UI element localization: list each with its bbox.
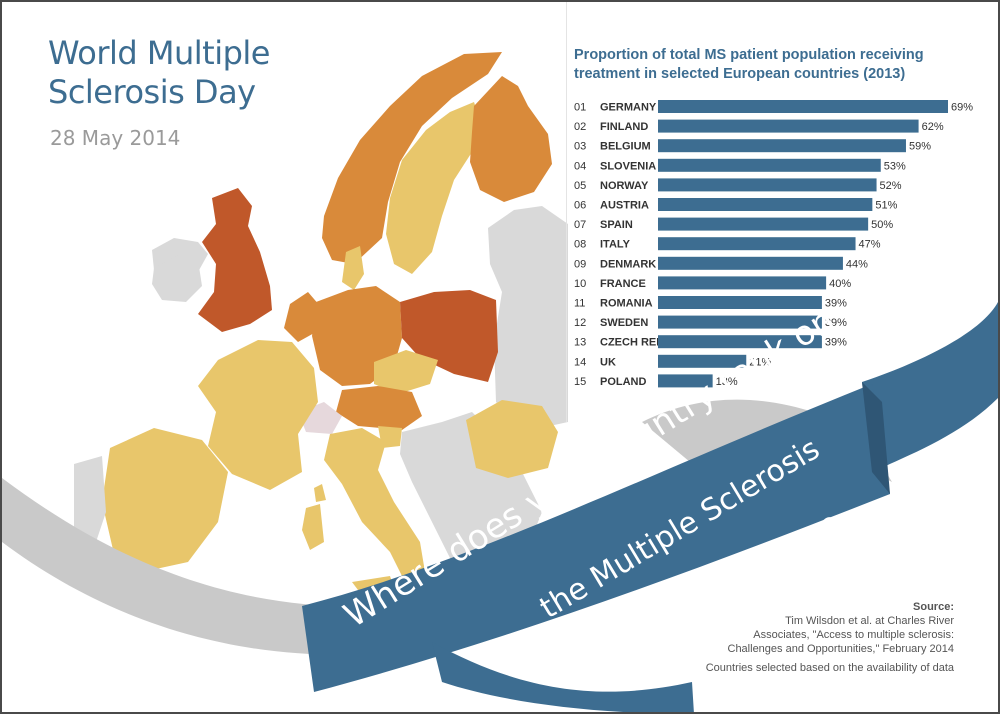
source-label: Source: [913,601,954,613]
map-benelux [284,292,320,342]
title-line-1: World Multiple [48,34,270,72]
chart-title: Proportion of total MS patient populatio… [574,46,924,84]
chart-title-line-1: Proportion of total MS patient populatio… [574,47,924,63]
map-corsica [314,484,326,502]
map-sweden [386,102,480,274]
map-spain [102,428,228,572]
map-czech [374,350,438,394]
map-sardinia [302,504,324,550]
map-slovenia [378,426,402,448]
title-line-2: Sclerosis Day [48,73,256,111]
ribbon-blue-lower [432,642,694,712]
map-ireland [152,254,202,302]
map-finland [470,76,552,202]
source-line-3: Challenges and Opportunities," February … [727,643,955,655]
country-shapes [74,52,568,598]
map-austria [336,386,422,430]
map-east [488,206,568,432]
panel-divider [566,2,567,422]
ribbon-grey-band [2,478,382,655]
source-note: Source: Tim Wilsdon et al. at Charles Ri… [634,600,954,675]
event-date: 28 May 2014 [50,126,181,150]
map-italy [324,428,426,584]
map-denmark [342,246,364,290]
map-romania [466,400,558,478]
source-line-2: Associates, "Access to multiple sclerosi… [753,629,954,641]
map-france [198,340,318,490]
ribbon-shadow [862,382,890,494]
chart-title-line-2: treatment in selected European countries… [574,66,906,82]
map-portugal [74,456,106,548]
map-norway [322,52,502,264]
ribbon-graphic [2,302,998,712]
source-line-1: Tim Wilsdon et al. at Charles River [785,615,954,627]
ribbon-blue-main [302,384,890,692]
ribbon-blue-back [862,302,998,472]
map-uk [198,188,272,332]
page-title: World Multiple Sclerosis Day [48,34,270,112]
data-availability-note: Countries selected based on the availabi… [705,662,954,674]
